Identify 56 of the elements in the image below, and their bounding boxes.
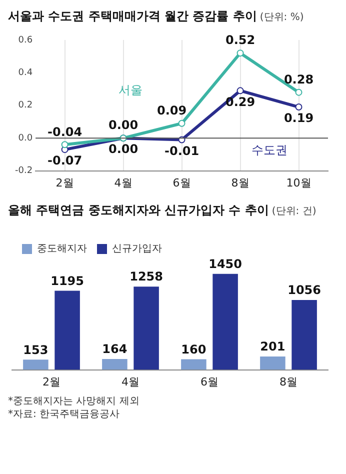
x-tick-label: 6월	[200, 375, 218, 388]
bar	[260, 356, 286, 370]
text: 서울	[118, 82, 143, 97]
x-tick-label: 8월	[280, 375, 298, 388]
data-label: 160	[181, 342, 206, 356]
point	[295, 104, 302, 111]
data-label: 201	[260, 340, 286, 354]
data-label: 0.29	[225, 94, 256, 109]
point	[178, 120, 186, 127]
bar	[292, 300, 317, 370]
y-tick-label: 0.4	[18, 68, 33, 78]
data-label: 1195	[50, 274, 84, 288]
bar	[212, 274, 238, 370]
x-tick-label: 10월	[286, 176, 312, 190]
y-tick-label: -0.2	[15, 166, 33, 176]
x-tick-label: 4월	[122, 375, 140, 388]
point	[61, 141, 68, 148]
chart-title: 올해 주택연금 중도해지자와 신규가입자 수 추이	[8, 203, 269, 217]
data-label: 0.09	[156, 104, 187, 118]
chart-subtitle: (단위: 건)	[272, 206, 316, 217]
legend-label: 신규가입자	[112, 244, 162, 255]
bar	[181, 359, 206, 370]
bar	[54, 290, 80, 370]
x-tick-label: 6월	[172, 176, 191, 190]
data-label: -0.07	[48, 154, 82, 168]
chart-subtitle: (단위: %)	[260, 12, 304, 23]
text: 수도권	[252, 142, 288, 157]
data-label: 0.19	[284, 111, 314, 126]
text: *자료: 한국주택금융공사	[8, 408, 121, 421]
x-tick-label: 2월	[56, 176, 74, 190]
y-tick-label: 0.2	[18, 100, 33, 111]
text: *중도해지자는 사망해지 제외	[8, 395, 140, 408]
y-tick-label: 0.6	[18, 35, 33, 46]
data-label: 153	[23, 342, 48, 357]
data-label: 1450	[208, 257, 242, 272]
data-label: 0.28	[284, 72, 314, 86]
bar	[102, 358, 128, 370]
point	[295, 88, 302, 96]
data-label: 1056	[288, 283, 322, 298]
bar	[134, 286, 159, 370]
data-label: 0.00	[108, 118, 138, 132]
point	[236, 87, 244, 94]
data-label: 164	[102, 342, 128, 356]
data-label: -0.04	[48, 124, 82, 139]
data-label: 0.52	[225, 33, 256, 48]
data-label: 0.00	[108, 142, 138, 156]
chart-title: 서울과 수도권 주택매매가격 월간 증감률 추이	[8, 9, 257, 23]
x-tick-label: 4월	[114, 176, 132, 190]
legend-label: 중도해지자	[37, 244, 87, 255]
y-tick-label: 0.0	[18, 133, 33, 144]
x-tick-label: 8월	[231, 176, 250, 190]
bar	[23, 360, 48, 370]
data-label: -0.01	[164, 144, 200, 158]
point	[236, 50, 244, 57]
x-tick-label: 2월	[42, 375, 60, 388]
data-label: 1258	[130, 270, 164, 284]
